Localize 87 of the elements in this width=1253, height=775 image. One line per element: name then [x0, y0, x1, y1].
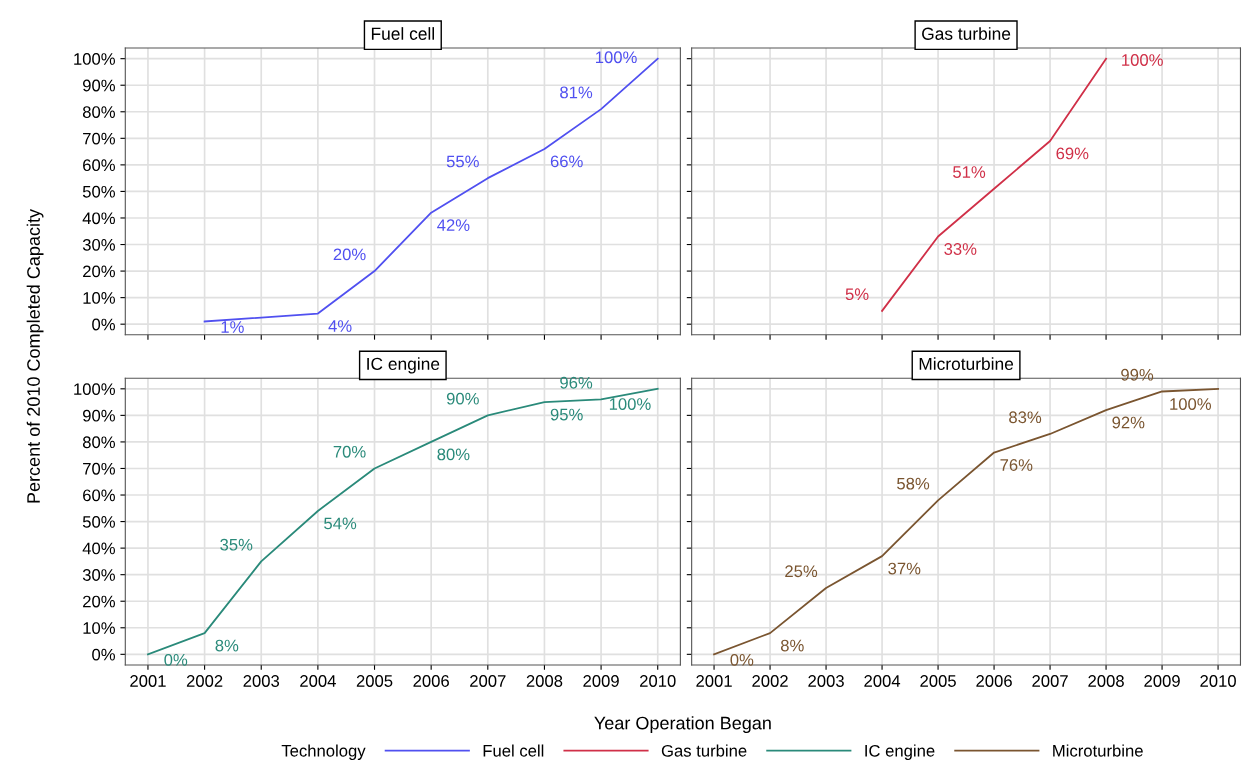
chart-title: Fuel cell — [371, 27, 434, 40]
x-tick-label: 2004 — [864, 675, 901, 687]
y-tick-label: 20% — [83, 265, 115, 278]
y-tick-label: 90% — [83, 79, 115, 92]
data-label: 51% — [953, 166, 986, 178]
data-label: 37% — [888, 562, 921, 575]
x-tick-label: 2008 — [526, 675, 563, 687]
x-axis-title: Year Operation Began — [594, 716, 771, 734]
line-series — [147, 387, 659, 656]
data-label: 35% — [220, 538, 253, 551]
x-tick-label: 2003 — [808, 675, 844, 687]
y-tick-label: 70% — [83, 462, 115, 475]
data-label: 100% — [1170, 398, 1212, 410]
x-tick-label: 2010 — [640, 675, 676, 687]
data-label: 100% — [1122, 54, 1163, 66]
data-label: 70% — [333, 445, 366, 458]
data-label: 55% — [446, 155, 479, 168]
y-tick-label: 10% — [83, 622, 115, 634]
x-tick-label: 2001 — [696, 675, 732, 687]
data-label: 96% — [560, 376, 593, 389]
data-label: 92% — [1112, 416, 1145, 429]
y-tick-label: 80% — [82, 106, 115, 118]
legend-label: Microturbine — [1053, 744, 1143, 757]
y-tick-label: 100% — [74, 53, 115, 65]
y-tick-label: 30% — [82, 569, 115, 581]
y-tick-label: 90% — [83, 409, 115, 422]
x-tick-label: 2006 — [413, 675, 449, 687]
data-label: 1% — [221, 321, 244, 333]
legend-label: Fuel cell — [483, 744, 544, 757]
x-tick-label: 2009 — [1144, 675, 1180, 687]
data-label: 58% — [897, 477, 930, 490]
y-tick-label: 60% — [83, 159, 115, 172]
data-label: 80% — [437, 448, 470, 461]
data-label: 8% — [780, 639, 804, 652]
data-label: 90% — [446, 392, 479, 405]
data-label: 8% — [215, 639, 239, 652]
data-label: 100% — [596, 51, 637, 64]
chart-title: Microturbine — [919, 357, 1014, 371]
data-label: 4% — [328, 320, 352, 332]
x-tick-label: 2005 — [356, 675, 393, 687]
data-label: 81% — [560, 86, 593, 99]
data-label: 33% — [944, 243, 977, 255]
y-tick-label: 30% — [82, 238, 115, 251]
legend-title: Technology — [281, 744, 366, 760]
chart-title: IC engine — [367, 357, 440, 374]
y-axis-title: Percent of 2010 Completed Capacity — [26, 208, 44, 503]
x-tick-label: 2003 — [243, 675, 280, 687]
chart-title: Gas turbine — [922, 27, 1011, 40]
x-tick-label: 2010 — [1200, 675, 1236, 687]
x-tick-label: 2002 — [186, 675, 223, 687]
y-tick-label: 20% — [83, 595, 115, 608]
y-tick-label: 80% — [82, 436, 115, 449]
y-tick-label: 40% — [82, 542, 115, 555]
data-label: 69% — [1056, 147, 1089, 160]
data-label: 95% — [550, 408, 583, 421]
y-tick-label: 70% — [83, 132, 115, 145]
y-tick-label: 100% — [74, 383, 115, 396]
data-label: 83% — [1009, 411, 1042, 424]
y-tick-label: 50% — [82, 515, 115, 528]
data-label: 0% — [730, 653, 754, 666]
y-tick-label: 10% — [83, 292, 115, 304]
y-tick-label: 60% — [83, 489, 115, 502]
x-tick-label: 2002 — [752, 675, 788, 687]
x-tick-label: 2009 — [583, 675, 619, 687]
data-label: 100% — [609, 398, 651, 410]
data-label: 54% — [324, 517, 357, 530]
data-label: 99% — [1121, 368, 1154, 381]
x-tick-label: 2008 — [1088, 675, 1124, 687]
x-tick-label: 2004 — [300, 675, 336, 687]
x-tick-label: 2001 — [130, 675, 166, 687]
data-label: 66% — [550, 155, 583, 168]
data-label: 5% — [845, 288, 869, 301]
y-tick-label: 0% — [92, 648, 115, 661]
data-label: 0% — [164, 653, 188, 666]
data-label: 25% — [785, 565, 818, 578]
x-tick-label: 2005 — [920, 675, 956, 687]
data-label: 42% — [437, 219, 470, 231]
x-tick-label: 2007 — [1032, 675, 1068, 687]
legend-label: IC engine — [865, 744, 935, 760]
x-tick-label: 2007 — [470, 675, 506, 687]
y-tick-label: 40% — [82, 212, 115, 225]
data-label: 20% — [333, 248, 366, 261]
y-tick-label: 0% — [92, 318, 115, 331]
y-tick-label: 50% — [82, 185, 115, 198]
legend-label: Gas turbine — [661, 744, 747, 757]
x-tick-label: 2006 — [976, 675, 1012, 687]
data-label: 76% — [1000, 459, 1033, 471]
